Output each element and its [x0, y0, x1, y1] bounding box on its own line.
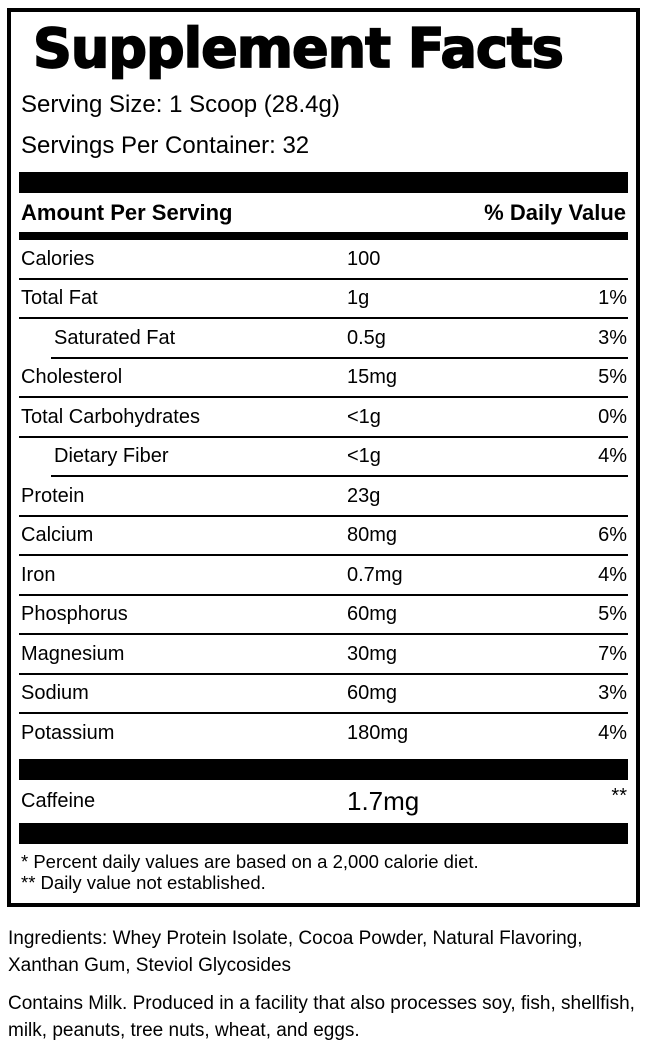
nutrient-name: Total Carbohydrates [21, 405, 200, 428]
row-separator [19, 514, 628, 517]
nutrient-name: Calcium [21, 524, 94, 547]
nutrient-daily-value: 4% [598, 445, 627, 468]
servings-per-container: Servings Per Container: 32 [21, 132, 310, 160]
nutrient-amount: <1g [347, 405, 381, 428]
row-separator [19, 633, 628, 636]
divider-bar-mid [19, 758, 628, 780]
divider-bar-top [19, 172, 628, 194]
nutrient-amount: 1.7mg [347, 785, 420, 816]
nutrient-name: Calories [21, 247, 95, 270]
table-row: Total Fat 1g 1% [19, 280, 628, 318]
caffeine-row: Caffeine 1.7mg ** [19, 780, 628, 823]
row-separator [51, 356, 628, 359]
nutrient-daily-value: 5% [598, 603, 627, 626]
nutrient-amount: 23g [347, 484, 381, 507]
row-separator [19, 396, 628, 399]
row-separator [19, 277, 628, 280]
row-separator [19, 712, 628, 715]
row-separator [19, 554, 628, 557]
table-row: Phosphorus 60mg 5% [19, 596, 628, 634]
row-separator [19, 593, 628, 596]
nutrient-daily-value: 3% [598, 326, 627, 349]
nutrient-daily-value: 3% [598, 682, 627, 705]
supplement-facts-label: Supplement Facts Serving Size: 1 Scoop (… [7, 8, 640, 907]
footnote-line: * Percent daily values are based on a 2,… [21, 850, 479, 872]
nutrient-amount: 0.7mg [347, 563, 403, 586]
nutrient-daily-value: 4% [598, 721, 627, 744]
table-row: Potassium 180mg 4% [19, 714, 628, 752]
nutrient-daily-value: 1% [598, 287, 627, 310]
nutrient-amount: 0.5g [347, 326, 386, 349]
footnote-line: ** Daily value not established. [21, 872, 266, 894]
header-divider-bar [19, 232, 628, 241]
nutrient-name: Cholesterol [21, 366, 123, 389]
nutrient-amount: 80mg [347, 524, 398, 547]
ingredients-text: Ingredients: Whey Protein Isolate, Cocoa… [8, 928, 583, 976]
table-row: Protein 23g [19, 477, 628, 515]
nutrient-amount: 1g [347, 287, 370, 310]
nutrient-amount: 100 [347, 247, 381, 270]
table-header: Amount Per Serving % Daily Value [19, 193, 628, 232]
table-row: Calcium 80mg 6% [19, 517, 628, 555]
nutrient-amount: 60mg [347, 682, 398, 705]
nutrient-name: Protein [21, 484, 85, 507]
nutrient-name: Dietary Fiber [54, 445, 169, 468]
nutrient-amount: <1g [347, 445, 381, 468]
nutrient-daily-value: 6% [598, 524, 627, 547]
daily-value-header: % Daily Value [484, 200, 626, 226]
table-row: Sodium 60mg 3% [19, 675, 628, 713]
row-separator [19, 672, 628, 675]
table-row: Iron 0.7mg 4% [19, 556, 628, 594]
nutrient-name: Total Fat [21, 287, 98, 310]
row-separator [51, 475, 628, 478]
nutrient-name: Saturated Fat [54, 326, 176, 349]
nutrient-daily-value: 4% [598, 563, 627, 586]
nutrient-daily-value: 0% [598, 405, 627, 428]
nutrient-name: Caffeine [21, 789, 96, 812]
allergen-text: Contains Milk. Produced in a facility th… [8, 993, 635, 1041]
nutrient-amount: 180mg [347, 721, 409, 744]
nutrient-daily-value: ** [611, 784, 627, 807]
divider-bar-bottom [19, 822, 628, 844]
nutrient-name: Magnesium [21, 642, 125, 665]
nutrient-amount: 15mg [347, 366, 398, 389]
nutrient-daily-value: 5% [598, 366, 627, 389]
table-row: Cholesterol 15mg 5% [19, 359, 628, 397]
table-row: Calories 100 [19, 240, 628, 278]
nutrient-name: Potassium [21, 721, 115, 744]
serving-size: Serving Size: 1 Scoop (28.4g) [21, 91, 340, 119]
footnotes: * Percent daily values are based on a 2,… [19, 844, 628, 903]
table-row: Saturated Fat 0.5g 3% [19, 319, 628, 357]
nutrient-amount: 60mg [347, 603, 398, 626]
nutrient-daily-value: 7% [598, 642, 627, 665]
row-separator [19, 435, 628, 438]
row-separator [19, 317, 628, 320]
nutrient-amount: 30mg [347, 642, 398, 665]
amount-per-serving-header: Amount Per Serving [21, 200, 233, 226]
table-row: Total Carbohydrates <1g 0% [19, 398, 628, 436]
nutrient-table: Calories 100 Total Fat 1g 1% Saturated Fat 0.5… [19, 240, 628, 752]
nutrient-name: Iron [21, 563, 56, 586]
label-title: Supplement Facts [32, 17, 565, 80]
nutrient-name: Phosphorus [21, 603, 128, 626]
table-row: Magnesium 30mg 7% [19, 635, 628, 673]
nutrient-name: Sodium [21, 682, 89, 705]
below-label-text: Ingredients: Whey Protein Isolate, Cocoa… [8, 925, 640, 1044]
table-row: Dietary Fiber <1g 4% [19, 438, 628, 476]
